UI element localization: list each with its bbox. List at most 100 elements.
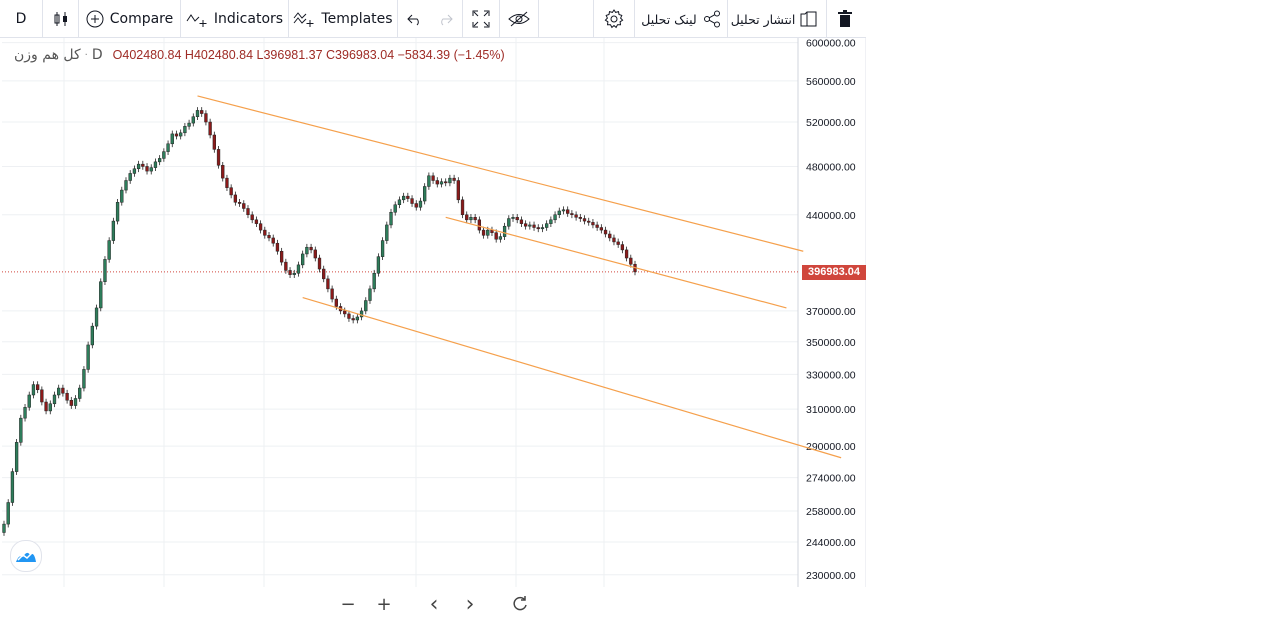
undo-button[interactable] xyxy=(400,0,430,38)
candle-body xyxy=(553,214,557,221)
candle-body xyxy=(545,223,549,228)
zoom-in-button[interactable]: + xyxy=(370,590,398,618)
candle-body xyxy=(153,161,158,168)
candle-body xyxy=(14,442,19,472)
candle-body xyxy=(61,387,65,394)
candle-body xyxy=(540,227,545,230)
price-chart[interactable]: 600000.00 560000.00 520000.00 480000.00 4400… xyxy=(2,38,866,587)
chart-type-button[interactable] xyxy=(43,0,78,38)
candle-body xyxy=(258,223,263,231)
trend-channel-line xyxy=(445,216,787,309)
candle-body xyxy=(242,203,246,209)
candle-body xyxy=(191,116,195,124)
candle-body xyxy=(612,237,616,243)
candle-body xyxy=(103,259,107,282)
candle-body xyxy=(40,389,44,403)
candle-body xyxy=(132,168,137,174)
candle-body xyxy=(212,134,216,150)
publish-button[interactable]: انتشار تحلیل xyxy=(728,0,822,38)
candle-body xyxy=(469,217,473,221)
toolbar-divider xyxy=(288,0,289,38)
candle-body xyxy=(216,149,221,166)
candle-body xyxy=(6,502,10,525)
logo-icon xyxy=(16,551,36,562)
candle-body xyxy=(187,122,191,127)
candle-body xyxy=(385,224,389,241)
candle-body xyxy=(65,392,69,401)
candle-body xyxy=(263,229,267,236)
scroll-right-button[interactable]: › xyxy=(456,590,484,618)
candle-body xyxy=(528,224,532,227)
y-axis-tick-label: 274000.00 xyxy=(806,473,856,485)
y-axis-tick-label: 600000.00 xyxy=(806,38,856,50)
y-axis-tick-label: 290000.00 xyxy=(806,441,856,453)
share-link-button[interactable]: لینک تحلیل xyxy=(635,0,727,38)
candle-body xyxy=(486,229,490,236)
settings-button[interactable] xyxy=(594,0,634,38)
candle-body xyxy=(401,195,406,201)
hide-drawings-button[interactable] xyxy=(500,0,538,38)
candle-body xyxy=(44,401,48,412)
candle-body xyxy=(549,219,553,224)
indicators-icon xyxy=(186,14,207,27)
candle-body xyxy=(473,217,477,221)
plus-icon: + xyxy=(376,593,392,615)
add-circle-icon xyxy=(86,10,104,28)
y-axis-tick-label: 258000.00 xyxy=(806,506,856,518)
interval-label: D xyxy=(15,11,27,27)
candle-body xyxy=(254,219,259,224)
candle-body xyxy=(587,220,591,223)
candle-body xyxy=(309,246,313,251)
delete-button[interactable] xyxy=(827,0,863,38)
y-axis-tick-label: 244000.00 xyxy=(806,537,856,549)
candle-body xyxy=(23,407,27,419)
candle-body xyxy=(27,394,31,408)
candle-body xyxy=(414,203,418,208)
symbol-legend: کل هم وزن · D O402480.84 H402480.84 L396… xyxy=(14,47,505,63)
candle-body xyxy=(423,186,427,202)
candle-body xyxy=(19,417,23,443)
candle-body xyxy=(523,223,528,227)
indicators-button[interactable]: Indicators xyxy=(181,0,288,38)
redo-button[interactable] xyxy=(430,0,460,38)
candle-body xyxy=(355,316,360,321)
candle-body xyxy=(389,211,393,226)
chart-area[interactable]: 600000.00 560000.00 520000.00 480000.00 4400… xyxy=(2,38,866,617)
compare-button[interactable]: Compare xyxy=(79,0,180,38)
candle-body xyxy=(52,394,57,405)
candle-body xyxy=(250,214,254,221)
candle-body xyxy=(431,175,435,181)
logo-button[interactable] xyxy=(10,540,42,572)
toolbar-divider xyxy=(538,0,539,38)
candle-body xyxy=(128,173,132,181)
candle-body xyxy=(582,218,587,222)
candle-body xyxy=(393,204,397,213)
candle-body xyxy=(435,180,439,185)
indicators-label: Indicators xyxy=(213,11,284,27)
candle-body xyxy=(448,177,452,184)
toolbar-divider xyxy=(593,0,594,38)
candle-body xyxy=(317,257,322,270)
scroll-left-button[interactable]: ‹ xyxy=(420,590,448,618)
reset-chart-button[interactable] xyxy=(506,590,534,618)
templates-button[interactable]: Templates xyxy=(289,0,397,38)
trend-channel-line xyxy=(302,297,842,459)
candle-body xyxy=(498,236,503,240)
candle-body xyxy=(418,200,423,208)
minus-icon: − xyxy=(340,593,356,615)
zoom-out-button[interactable]: − xyxy=(334,590,362,618)
top-toolbar: D Compare Indicators xyxy=(0,0,866,38)
candle-body xyxy=(136,163,141,170)
y-axis-tick-label: 370000.00 xyxy=(806,306,856,318)
y-axis-tick-label: 520000.00 xyxy=(806,117,856,129)
interval-button[interactable]: D xyxy=(0,0,42,38)
candle-body xyxy=(141,163,145,167)
candle-body xyxy=(494,232,498,240)
candle-body xyxy=(271,237,275,244)
candle-body xyxy=(477,219,482,231)
candle-body xyxy=(208,121,212,136)
toolbar-divider xyxy=(78,0,79,38)
undo-icon xyxy=(407,14,419,26)
chevron-right-icon: › xyxy=(465,591,475,617)
fullscreen-button[interactable] xyxy=(463,0,499,38)
